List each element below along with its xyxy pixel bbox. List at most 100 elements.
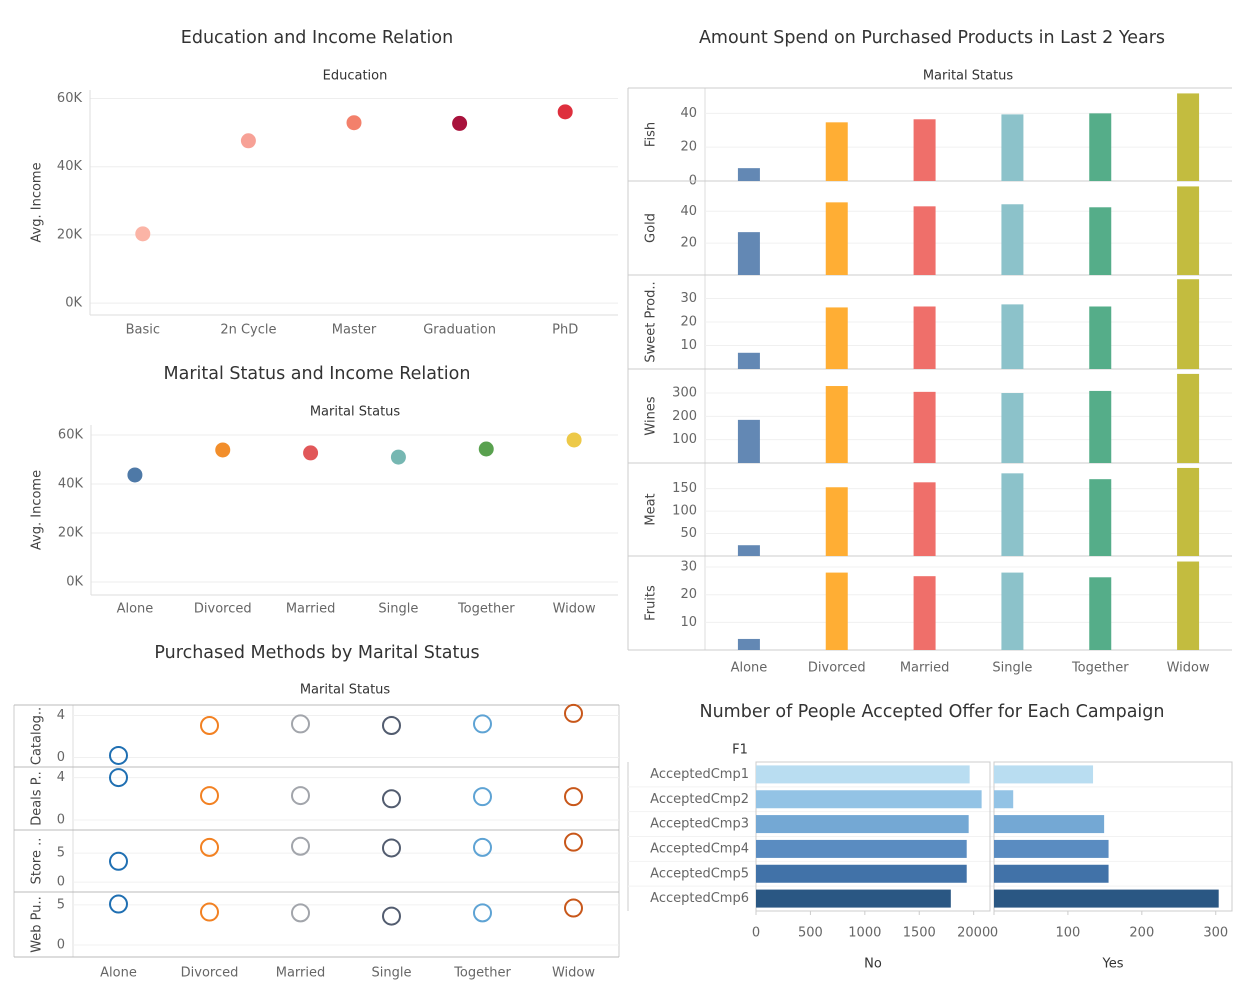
- bar: [994, 790, 1014, 809]
- panel-label: Wines: [644, 396, 659, 435]
- x-tick-label: Master: [332, 323, 377, 338]
- bar: [994, 815, 1105, 834]
- bar: [825, 487, 848, 556]
- bar: [1001, 304, 1024, 369]
- y-tick-label: 150: [672, 481, 697, 496]
- bar: [1089, 479, 1112, 556]
- dot: [557, 104, 573, 120]
- x-tick-label: 500: [798, 926, 823, 941]
- y-tick-label: 40: [680, 106, 697, 121]
- marker: [291, 903, 310, 923]
- x-tick-label: 200: [1129, 926, 1154, 941]
- panel-frame: [993, 761, 1233, 912]
- bar: [994, 864, 1109, 883]
- bar: [1177, 373, 1200, 463]
- marker: [473, 837, 492, 857]
- y-axis-label: Avg. Income: [30, 162, 45, 242]
- bar: [756, 790, 982, 809]
- y-tick-label: 0: [57, 937, 65, 952]
- bar: [913, 306, 936, 369]
- marker: [382, 789, 401, 809]
- panel-frame: [755, 761, 991, 912]
- dot: [127, 467, 143, 483]
- x-tick-label: Single: [372, 966, 412, 981]
- marker: [200, 902, 219, 922]
- marker: [109, 894, 128, 914]
- y-tick-label: 0: [57, 875, 65, 890]
- row-label: AcceptedCmp2: [650, 792, 749, 807]
- y-tick-label: 40: [680, 204, 697, 219]
- x-header: Marital Status: [300, 683, 391, 698]
- bar: [756, 864, 967, 883]
- panel-label: Gold: [644, 213, 659, 243]
- bar: [1001, 204, 1024, 275]
- bar: [825, 386, 848, 463]
- bar: [825, 202, 848, 275]
- bar: [737, 352, 760, 369]
- y-tick-label: 4: [57, 708, 65, 723]
- y-tick-label: 0K: [65, 296, 82, 311]
- marker: [564, 703, 583, 723]
- bar: [1089, 577, 1112, 650]
- chart-title: Education and Income Relation: [181, 28, 453, 48]
- marker: [382, 906, 401, 926]
- marker: [109, 745, 128, 765]
- marker: [473, 714, 492, 734]
- y-tick-label: 30: [680, 291, 697, 306]
- marker: [382, 838, 401, 858]
- bar: [1001, 393, 1024, 463]
- y-tick-label: 200: [672, 409, 697, 424]
- x-tick-label: 300: [1203, 926, 1228, 941]
- marker: [291, 786, 310, 806]
- bar: [1177, 467, 1200, 556]
- x-tick-label: Graduation: [423, 323, 496, 338]
- y-tick-label: 20: [680, 315, 697, 330]
- marker: [200, 837, 219, 857]
- x-header: Marital Status: [310, 405, 401, 420]
- y-tick-label: 20: [680, 236, 697, 251]
- x-tick-label: Divorced: [194, 602, 252, 617]
- x-tick-label: 1500: [903, 926, 936, 941]
- marker: [200, 715, 219, 735]
- row-label: AcceptedCmp3: [650, 817, 749, 832]
- y-tick-label: 30: [680, 560, 697, 575]
- y-tick-label: 100: [672, 432, 697, 447]
- marker: [382, 715, 401, 735]
- y-axis-label: Avg. Income: [30, 470, 45, 550]
- bar: [913, 119, 936, 181]
- dot: [240, 133, 256, 149]
- marker: [564, 787, 583, 807]
- bar: [737, 638, 760, 650]
- bar: [1177, 93, 1200, 181]
- x-tick-label: Alone: [731, 661, 768, 676]
- x-tick-label: Together: [1071, 661, 1129, 676]
- marker: [564, 832, 583, 852]
- bar: [913, 482, 936, 556]
- panel-label: No: [864, 957, 882, 972]
- chart-title: Marital Status and Income Relation: [164, 364, 471, 384]
- y-tick-label: 40K: [58, 477, 84, 492]
- dot: [135, 226, 151, 242]
- x-tick-label: 0: [752, 926, 760, 941]
- y-tick-label: 60K: [57, 91, 83, 106]
- y-tick-label: 20: [680, 140, 697, 155]
- bar: [825, 307, 848, 369]
- chart-title: Number of People Accepted Offer for Each…: [700, 702, 1165, 722]
- y-tick-label: 4: [57, 770, 65, 785]
- x-tick-label: 2000: [957, 926, 990, 941]
- x-header: Marital Status: [923, 69, 1014, 84]
- row-label: AcceptedCmp4: [650, 841, 749, 856]
- row-header: F1: [732, 743, 748, 758]
- y-tick-label: 0: [57, 750, 65, 765]
- bar: [1001, 572, 1024, 650]
- marker: [291, 714, 310, 734]
- bar: [1177, 186, 1200, 275]
- bar: [737, 419, 760, 463]
- bar: [1089, 207, 1112, 275]
- bar: [737, 545, 760, 556]
- y-tick-label: 20: [680, 587, 697, 602]
- bar: [994, 889, 1219, 908]
- bar: [1177, 561, 1200, 650]
- y-tick-label: 0: [57, 812, 65, 827]
